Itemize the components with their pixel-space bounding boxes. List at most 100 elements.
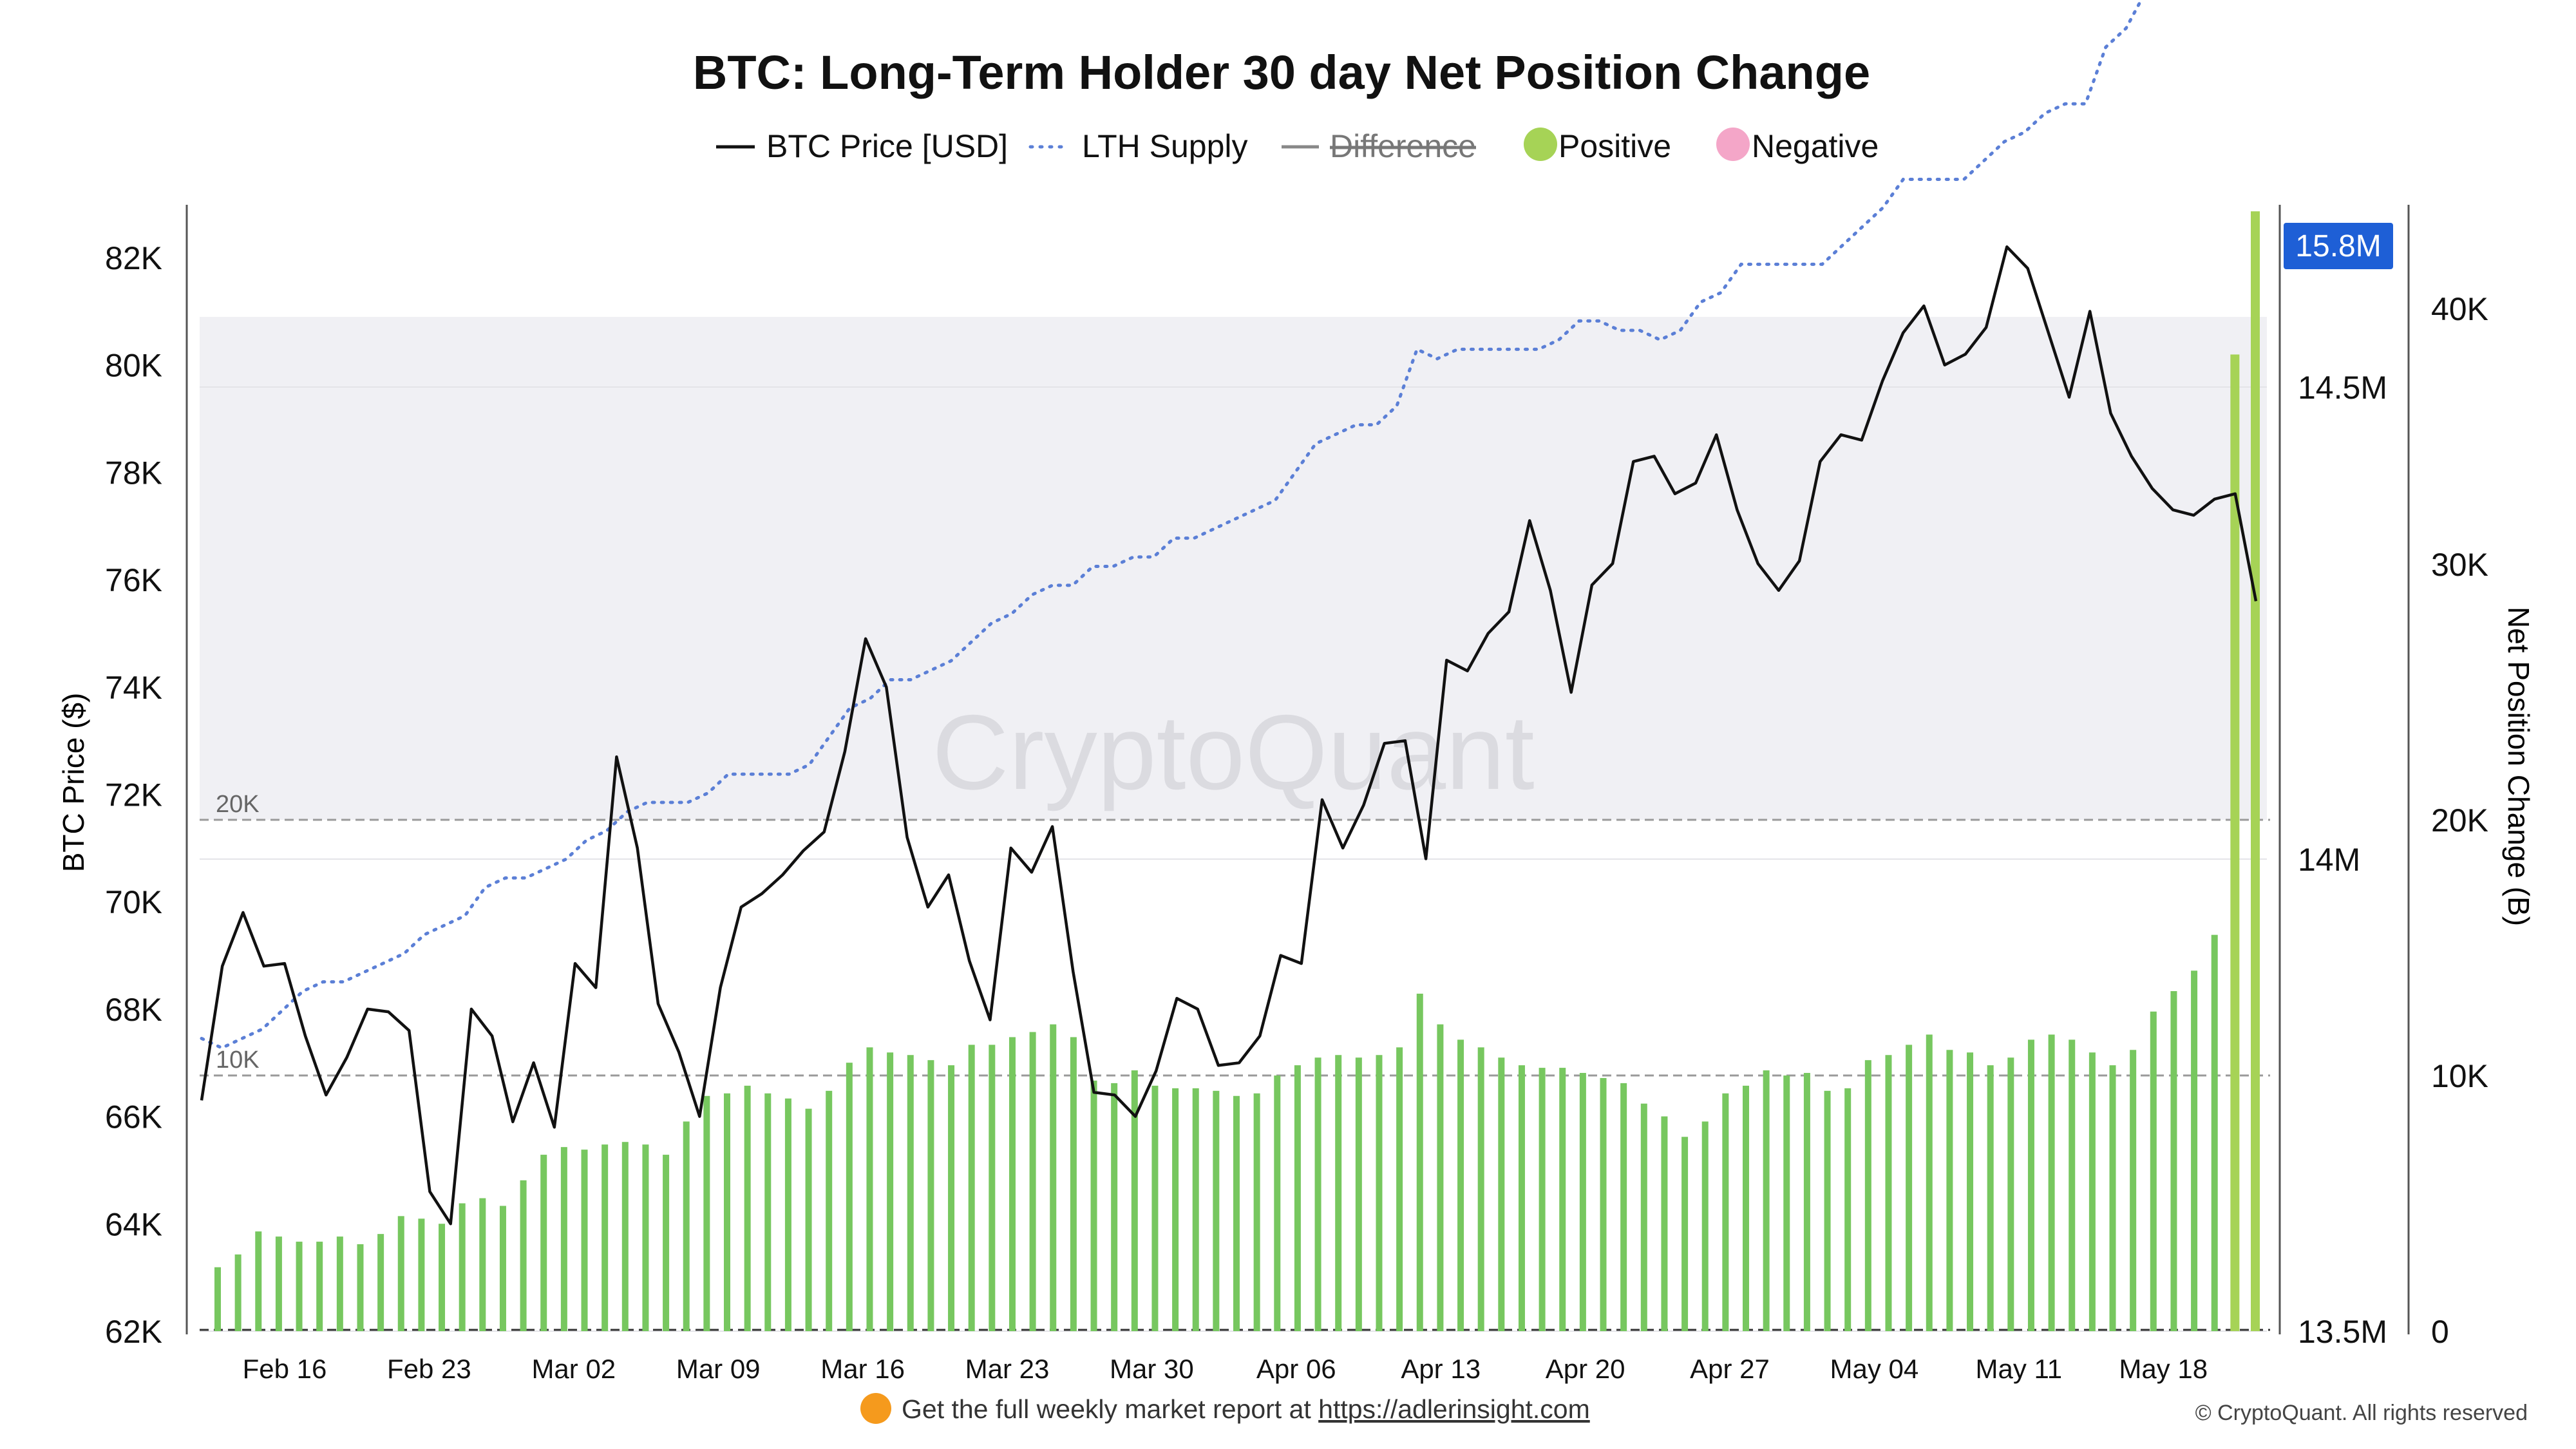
- y-left-tick-label: 62K: [105, 1314, 162, 1350]
- x-tick-label: Feb 23: [387, 1354, 471, 1384]
- net-position-bar: [1783, 1075, 1790, 1331]
- y-left-tick-label: 64K: [105, 1206, 162, 1242]
- reference-line-label: 10K: [216, 1046, 260, 1074]
- y-right-outer-tick-label: 10K: [2431, 1058, 2488, 1094]
- net-position-bar: [1906, 1045, 1913, 1331]
- net-position-bar: [1498, 1057, 1505, 1331]
- net-position-bar: [459, 1203, 466, 1331]
- x-tick-label: Apr 13: [1401, 1354, 1481, 1384]
- y-left-tick-label: 76K: [105, 562, 162, 598]
- net-position-bar: [2170, 990, 2177, 1331]
- net-position-bar: [1987, 1065, 1994, 1331]
- net-position-bar: [2191, 971, 2198, 1331]
- net-position-bar: [1518, 1065, 1525, 1331]
- net-position-bar: [1967, 1052, 1974, 1331]
- legend-label: LTH Supply: [1082, 128, 1248, 164]
- net-position-bar: [784, 1098, 791, 1331]
- net-position-bar: [2230, 354, 2240, 1332]
- net-position-bar: [214, 1267, 221, 1331]
- y-left-tick-label: 78K: [105, 455, 162, 491]
- price-series-layer: [200, 245, 2258, 1226]
- net-position-bar: [418, 1218, 425, 1331]
- net-position-bar: [703, 1095, 710, 1331]
- x-tick-label: Apr 20: [1546, 1354, 1625, 1384]
- report-icon: [860, 1393, 891, 1424]
- net-position-bar: [397, 1216, 404, 1331]
- badge-background: [2284, 223, 2393, 269]
- net-position-bar: [621, 1142, 629, 1331]
- net-position-bar: [1151, 1085, 1159, 1331]
- x-tick-label: Mar 09: [676, 1354, 761, 1384]
- net-position-bar: [744, 1085, 751, 1331]
- net-position-bar: [316, 1242, 323, 1331]
- net-position-bar: [581, 1150, 588, 1331]
- y-right-outer-tick-label: 0: [2431, 1314, 2449, 1350]
- footer-link[interactable]: https://adlerinsight.com: [1318, 1394, 1590, 1424]
- y-left-tick-label: 82K: [105, 240, 162, 276]
- y-right-outer-tick-label: 40K: [2431, 291, 2488, 327]
- y-right-inner-tick-label: 13.5M: [2298, 1314, 2387, 1350]
- net-position-bar: [1416, 993, 1423, 1331]
- net-position-bar: [1070, 1037, 1077, 1331]
- net-position-bar: [663, 1155, 670, 1331]
- net-position-bar: [1274, 1075, 1281, 1331]
- net-position-bar: [296, 1242, 303, 1331]
- net-position-bar: [1844, 1088, 1852, 1331]
- x-tick-label: Apr 06: [1256, 1354, 1336, 1384]
- y-left-tick-label: 66K: [105, 1099, 162, 1135]
- net-position-bar: [1763, 1070, 1770, 1331]
- x-tick-label: Mar 16: [820, 1354, 905, 1384]
- net-position-bar: [1946, 1050, 1953, 1331]
- net-position-bar: [1009, 1037, 1016, 1331]
- legend-swatch-positive: [1524, 128, 1557, 161]
- y-left-tick-label: 70K: [105, 884, 162, 920]
- net-position-bar: [601, 1144, 609, 1331]
- current-value-badge: 15.8M: [2284, 223, 2393, 269]
- net-position-bar: [1477, 1047, 1484, 1331]
- net-position-bar: [2088, 1052, 2096, 1331]
- net-position-bar: [357, 1244, 364, 1331]
- net-position-bar: [2211, 934, 2218, 1331]
- net-position-bar: [2130, 1050, 2137, 1331]
- net-position-bar: [1376, 1055, 1383, 1331]
- net-position-bar: [1314, 1057, 1321, 1331]
- net-position-bar: [1559, 1068, 1566, 1331]
- footer: Get the full weekly market report at htt…: [860, 1393, 2528, 1425]
- net-position-bar: [724, 1093, 730, 1331]
- net-position-bar: [2069, 1039, 2076, 1331]
- reference-line-label: 20K: [216, 791, 260, 818]
- net-position-bar: [439, 1224, 446, 1331]
- bar-series-layer: [214, 211, 2260, 1332]
- net-position-bar: [1681, 1137, 1689, 1331]
- net-position-bar: [948, 1065, 955, 1331]
- legend-label: Negative: [1752, 128, 1879, 164]
- y-right-outer-tick-label: 20K: [2431, 802, 2488, 838]
- net-position-bar: [1437, 1024, 1444, 1331]
- net-position-bar: [989, 1045, 996, 1331]
- btc-price-line: [200, 245, 2258, 1226]
- y-right-inner-tick-label: 14.5M: [2298, 370, 2387, 406]
- net-position-bar: [336, 1236, 343, 1331]
- net-position-bar: [540, 1155, 547, 1331]
- x-tick-label: Apr 27: [1690, 1354, 1770, 1384]
- y-right-outer-tick-label: 30K: [2431, 547, 2488, 583]
- shaded-region-layer: [200, 317, 2267, 820]
- legend-label: Difference: [1330, 128, 1476, 164]
- y-left-tick-label: 72K: [105, 777, 162, 813]
- net-position-bar: [1539, 1068, 1546, 1331]
- net-position-bar: [887, 1052, 894, 1331]
- net-position-bar: [1803, 1073, 1810, 1331]
- net-position-bar: [846, 1063, 853, 1331]
- net-position-bar: [2109, 1065, 2116, 1331]
- badge-value: 15.8M: [2295, 229, 2381, 263]
- net-position-bar: [907, 1055, 914, 1331]
- net-position-bar: [1701, 1121, 1709, 1331]
- y-axis-right-label: Net Position Change (B): [2502, 607, 2535, 926]
- net-position-bar: [866, 1047, 873, 1331]
- net-position-bar: [927, 1060, 934, 1331]
- net-position-bar: [1172, 1088, 1179, 1331]
- net-position-bar: [1213, 1090, 1220, 1331]
- net-position-bar: [1457, 1039, 1464, 1331]
- net-position-bar: [968, 1045, 975, 1331]
